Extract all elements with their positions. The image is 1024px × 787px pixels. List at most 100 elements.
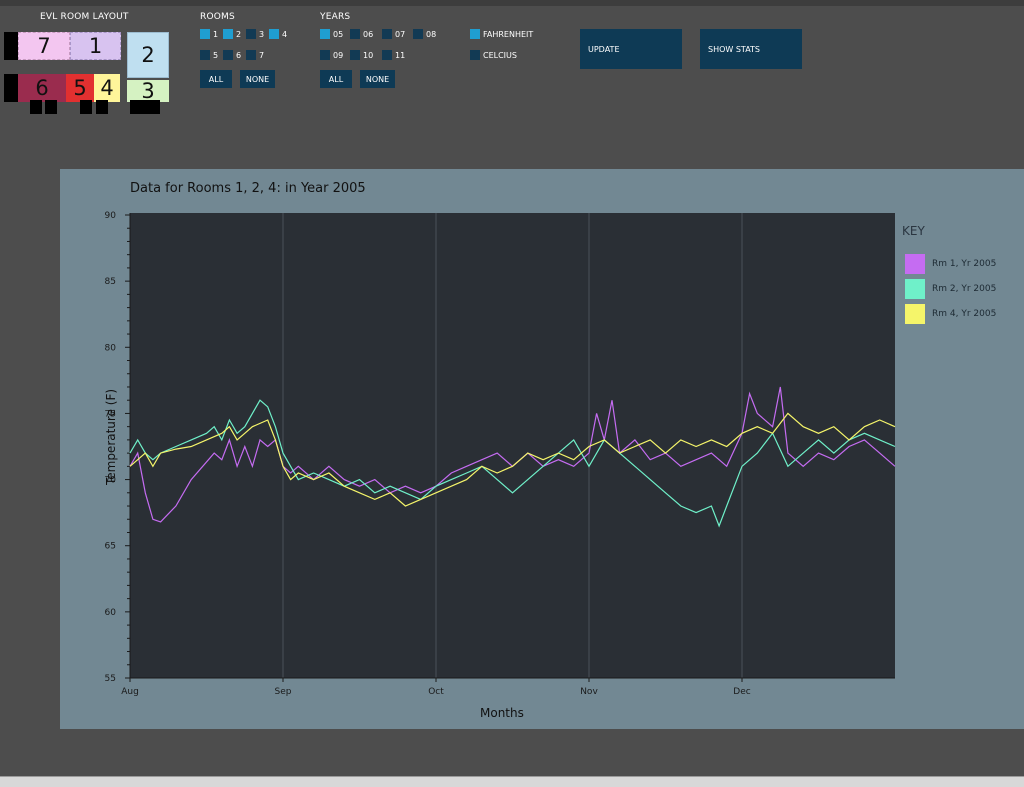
room-wall-block xyxy=(96,100,108,114)
rooms-filter-title: ROOMS xyxy=(200,12,235,22)
checkbox-box[interactable] xyxy=(413,29,423,39)
year-checkbox-07[interactable]: 07 xyxy=(382,29,405,39)
checkbox-box[interactable] xyxy=(246,29,256,39)
legend-swatch-rm2 xyxy=(905,279,925,299)
series-line-2[interactable] xyxy=(129,399,896,528)
checkbox-box[interactable] xyxy=(246,50,256,60)
show-stats-button[interactable]: SHOW STATS xyxy=(700,29,802,69)
checkbox-box[interactable] xyxy=(470,50,480,60)
room-3[interactable]: 3 xyxy=(127,79,169,103)
series-line-1[interactable] xyxy=(129,386,896,523)
checkbox-box[interactable] xyxy=(200,50,210,60)
legend-item-rm2: Rm 2, Yr 2005 xyxy=(905,279,996,299)
room-wall-block xyxy=(45,100,57,114)
plot-area[interactable] xyxy=(130,213,895,678)
legend-swatch-rm4 xyxy=(905,304,925,324)
checkbox-label: 08 xyxy=(426,29,437,39)
year-checkbox-10[interactable]: 10 xyxy=(350,50,373,60)
y-tick-label-75: 75 xyxy=(105,409,116,419)
room-checkbox-6[interactable]: 6 xyxy=(223,50,241,60)
x-tick-label-aug: Aug xyxy=(121,687,139,697)
room-1[interactable]: 1 xyxy=(70,32,121,60)
update-button[interactable]: UPDATE xyxy=(580,29,682,69)
checkbox-label: CELCIUS xyxy=(483,50,517,60)
unit-checkbox-fahrenheit[interactable]: FAHRENHEIT xyxy=(470,29,533,39)
checkbox-label: 07 xyxy=(395,29,406,39)
y-tick-label-55: 55 xyxy=(105,674,116,684)
checkbox-label: 09 xyxy=(333,50,344,60)
room-checkbox-2[interactable]: 2 xyxy=(223,29,241,39)
year-checkbox-08[interactable]: 08 xyxy=(413,29,436,39)
checkbox-box[interactable] xyxy=(223,29,233,39)
checkbox-label: FAHRENHEIT xyxy=(483,29,534,39)
unit-checkbox-celcius[interactable]: CELCIUS xyxy=(470,50,517,60)
years-filter-title: YEARS xyxy=(320,12,351,22)
chart-title: Data for Rooms 1, 2, 4: in Year 2005 xyxy=(130,181,366,196)
x-tick-label-nov: Nov xyxy=(580,687,598,697)
years-none-button[interactable]: NONE xyxy=(360,70,395,88)
series-line-3[interactable] xyxy=(129,412,896,507)
legend-swatch-rm1 xyxy=(905,254,925,274)
room-checkbox-7[interactable]: 7 xyxy=(246,50,264,60)
room-wall-block xyxy=(80,100,92,114)
y-tick-label-80: 80 xyxy=(105,343,117,353)
checkbox-label: 3 xyxy=(259,29,265,39)
legend-label-rm4: Rm 4, Yr 2005 xyxy=(932,309,997,319)
room-checkbox-4[interactable]: 4 xyxy=(269,29,287,39)
y-axis-title: Temperature (F) xyxy=(104,388,119,486)
checkbox-label: 06 xyxy=(363,29,374,39)
room-2[interactable]: 2 xyxy=(127,32,169,78)
year-checkbox-11[interactable]: 11 xyxy=(382,50,405,60)
y-tick-label-90: 90 xyxy=(105,211,117,221)
legend-label-rm2: Rm 2, Yr 2005 xyxy=(932,284,997,294)
room-checkbox-3[interactable]: 3 xyxy=(246,29,264,39)
checkbox-label: 1 xyxy=(213,29,219,39)
x-axis-title: Months xyxy=(480,706,524,720)
room-layout-title: EVL ROOM LAYOUT xyxy=(40,12,129,22)
years-all-button[interactable]: ALL xyxy=(320,70,352,88)
legend-title: KEY xyxy=(902,224,925,238)
rooms-all-button[interactable]: ALL xyxy=(200,70,232,88)
room-6[interactable]: 6 xyxy=(18,74,66,102)
checkbox-label: 11 xyxy=(395,50,406,60)
window-bottom-bar xyxy=(0,776,1024,787)
rooms-none-button[interactable]: NONE xyxy=(240,70,275,88)
checkbox-label: 05 xyxy=(333,29,344,39)
checkbox-box[interactable] xyxy=(223,50,233,60)
room-5[interactable]: 5 xyxy=(66,74,94,102)
x-tick-label-dec: Dec xyxy=(733,687,750,697)
checkbox-box[interactable] xyxy=(382,29,392,39)
y-tick-label-70: 70 xyxy=(105,476,117,486)
x-tick-label-oct: Oct xyxy=(428,687,444,697)
checkbox-box[interactable] xyxy=(382,50,392,60)
checkbox-label: 2 xyxy=(236,29,242,39)
checkbox-box[interactable] xyxy=(470,29,480,39)
room-7[interactable]: 7 xyxy=(18,32,70,60)
checkbox-label: 7 xyxy=(259,50,265,60)
year-checkbox-06[interactable]: 06 xyxy=(350,29,373,39)
legend-label-rm1: Rm 1, Yr 2005 xyxy=(932,259,997,269)
legend-item-rm4: Rm 4, Yr 2005 xyxy=(905,304,996,324)
legend-item-rm1: Rm 1, Yr 2005 xyxy=(905,254,996,274)
checkbox-box[interactable] xyxy=(350,29,360,39)
checkbox-label: 4 xyxy=(282,29,288,39)
year-checkbox-09[interactable]: 09 xyxy=(320,50,343,60)
checkbox-box[interactable] xyxy=(200,29,210,39)
room-checkbox-5[interactable]: 5 xyxy=(200,50,218,60)
y-tick-label-85: 85 xyxy=(105,277,116,287)
x-tick-label-sep: Sep xyxy=(275,687,292,697)
y-tick-label-65: 65 xyxy=(105,542,116,552)
room-wall-block xyxy=(130,100,160,114)
room-4[interactable]: 4 xyxy=(94,74,120,102)
checkbox-box[interactable] xyxy=(269,29,279,39)
y-tick-label-60: 60 xyxy=(105,608,117,618)
room-checkbox-1[interactable]: 1 xyxy=(200,29,218,39)
room-wall-block xyxy=(30,100,42,114)
checkbox-box[interactable] xyxy=(350,50,360,60)
checkbox-box[interactable] xyxy=(320,50,330,60)
year-checkbox-05[interactable]: 05 xyxy=(320,29,343,39)
checkbox-label: 5 xyxy=(213,50,219,60)
room-wall-block xyxy=(4,32,18,60)
checkbox-box[interactable] xyxy=(320,29,330,39)
